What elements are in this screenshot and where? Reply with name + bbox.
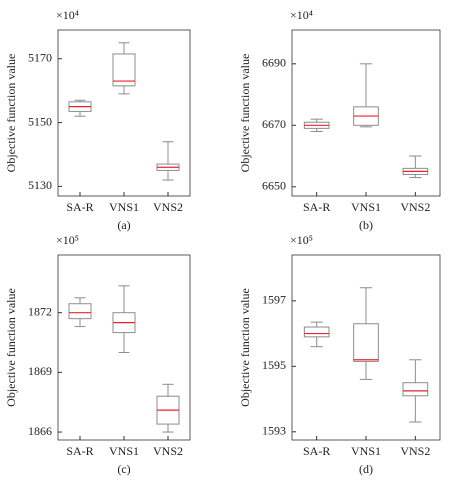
box <box>112 53 136 87</box>
box <box>303 326 330 338</box>
y-tick-label: 1597 <box>262 293 286 307</box>
y-axis-label: Objective function value <box>4 288 18 407</box>
multiplier: ×10⁵ <box>290 233 313 247</box>
y-tick-label: 5130 <box>28 178 52 192</box>
box <box>402 382 429 397</box>
caption: (b) <box>359 218 373 232</box>
box <box>353 323 379 362</box>
caption: (c) <box>117 462 130 476</box>
x-tick-label: VNS1 <box>351 200 381 214</box>
y-axis-label: Objective function value <box>238 288 252 407</box>
x-tick-label: SA-R <box>303 200 330 214</box>
y-axis-label: Objective function value <box>238 54 252 173</box>
y-tick-label: 6650 <box>262 179 286 193</box>
caption: (a) <box>117 218 130 232</box>
x-tick-label: VNS1 <box>109 200 139 214</box>
y-tick-label: 5170 <box>28 50 52 64</box>
y-tick-label: 6670 <box>262 117 286 131</box>
y-tick-label: 6690 <box>262 56 286 70</box>
x-tick-label: SA-R <box>303 444 330 458</box>
multiplier: ×10⁵ <box>56 233 79 247</box>
y-tick-label: 1595 <box>262 358 286 372</box>
y-tick-label: 1866 <box>28 424 52 438</box>
x-tick-label: VNS1 <box>109 444 139 458</box>
y-tick-label: 1593 <box>262 424 286 438</box>
x-tick-label: VNS2 <box>153 444 183 458</box>
box <box>68 303 92 320</box>
x-tick-label: VNS2 <box>400 444 430 458</box>
multiplier: ×10⁴ <box>290 8 313 22</box>
y-tick-label: 5150 <box>28 114 52 128</box>
multiplier: ×10⁴ <box>56 8 79 22</box>
y-axis-label: Objective function value <box>4 54 18 173</box>
x-tick-label: SA-R <box>66 200 93 214</box>
x-tick-label: SA-R <box>66 444 93 458</box>
x-tick-label: VNS2 <box>400 200 430 214</box>
y-tick-label: 1869 <box>28 364 52 378</box>
y-tick-label: 1872 <box>28 304 52 318</box>
x-tick-label: VNS2 <box>153 200 183 214</box>
x-tick-label: VNS1 <box>351 444 381 458</box>
caption: (d) <box>359 462 373 476</box>
